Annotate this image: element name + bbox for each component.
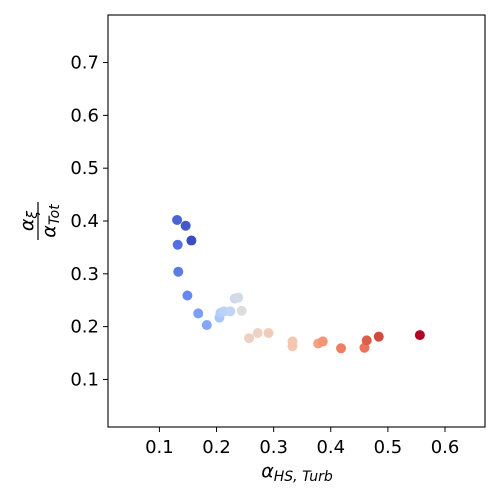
y-tick-label: 0.1 (70, 369, 99, 390)
data-point (172, 239, 183, 250)
data-point (414, 330, 425, 341)
data-point (233, 292, 244, 303)
x-tick-label: 0.5 (374, 437, 403, 458)
y-tick-label: 0.4 (70, 211, 99, 232)
data-point (317, 336, 328, 347)
data-point (373, 331, 384, 342)
data-point (172, 214, 183, 225)
x-tick-label: 0.1 (145, 437, 174, 458)
data-point (182, 290, 193, 301)
x-tick-label: 0.4 (316, 437, 345, 458)
x-axis-ticks: 0.1 0.2 0.3 0.4 0.5 0.6 (145, 427, 459, 458)
x-tick-label: 0.3 (259, 437, 288, 458)
data-points (172, 214, 425, 354)
data-point (201, 320, 212, 331)
y-axis-label: αξ αTot (16, 202, 63, 240)
x-tick-label: 0.2 (202, 437, 231, 458)
data-point (225, 306, 236, 317)
data-point (252, 327, 263, 338)
data-point (244, 333, 255, 344)
y-tick-label: 0.5 (70, 158, 99, 179)
data-point (263, 327, 274, 338)
data-point (180, 220, 191, 231)
data-point (287, 341, 298, 352)
y-axis-ticks: 0.1 0.2 0.3 0.4 0.5 0.6 0.7 (70, 53, 108, 390)
data-point (336, 343, 347, 354)
data-point (193, 308, 204, 319)
y-tick-label: 0.6 (70, 105, 99, 126)
y-tick-label: 0.2 (70, 317, 99, 338)
data-point (236, 305, 247, 316)
x-axis-label: αHS, Turb (261, 460, 333, 485)
y-axis-label-numerator: αξ (16, 211, 41, 232)
y-tick-label: 0.3 (70, 264, 99, 285)
data-point (173, 266, 184, 277)
y-tick-label: 0.7 (70, 53, 99, 74)
data-point (186, 235, 197, 246)
plot-frame (107, 14, 486, 428)
y-axis-label-denominator: αTot (38, 204, 63, 238)
x-tick-label: 0.6 (431, 437, 460, 458)
data-point (361, 335, 372, 346)
